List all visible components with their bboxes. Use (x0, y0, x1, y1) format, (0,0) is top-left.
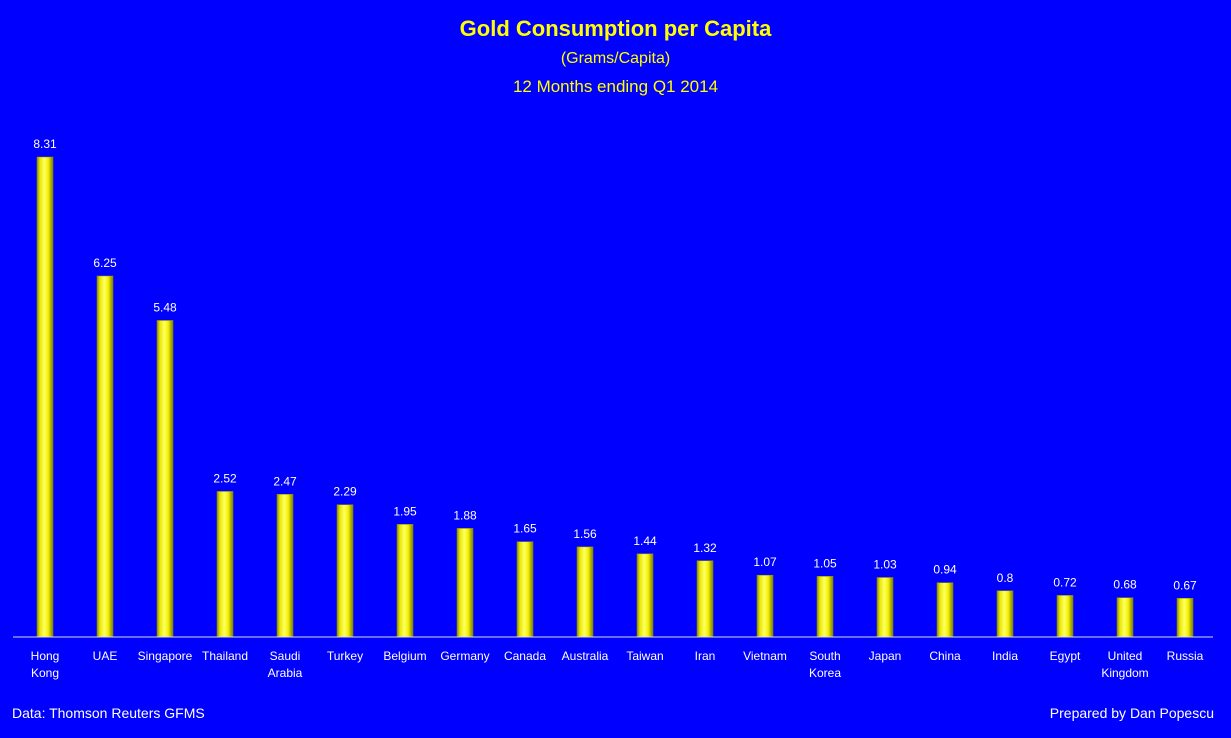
data-label: 0.8 (997, 571, 1014, 585)
category-label: UAE (93, 649, 118, 663)
data-label: 1.07 (753, 555, 777, 569)
data-label: 1.56 (573, 527, 597, 541)
data-label: 1.03 (873, 558, 897, 572)
category-label: Japan (869, 649, 902, 663)
data-label: 2.52 (213, 471, 237, 485)
category-label: Taiwan (626, 649, 663, 663)
data-label: 0.68 (1113, 578, 1137, 592)
bar-china (936, 582, 954, 638)
data-label: 2.47 (273, 474, 297, 488)
chart-title: Gold Consumption per Capita (459, 16, 772, 41)
category-label: United Kingdom (1101, 649, 1148, 680)
data-label: 1.65 (513, 522, 537, 536)
bar-japan (876, 577, 894, 638)
category-label: Hong Kong (31, 649, 60, 680)
category-label: Australia (562, 649, 609, 663)
bar-uae (96, 275, 114, 638)
bar-thailand (216, 491, 234, 638)
bar-canada (516, 541, 534, 638)
category-label: Germany (440, 649, 489, 663)
category-label: Egypt (1050, 649, 1081, 663)
data-label: 0.72 (1053, 575, 1077, 589)
category-label: Vietnam (743, 649, 787, 663)
category-label: Turkey (327, 649, 363, 663)
category-label: Iran (695, 649, 716, 663)
category-label: South Korea (809, 649, 841, 680)
data-label: 8.31 (33, 137, 57, 151)
bar-south-korea (816, 576, 834, 638)
bar-iran (696, 560, 714, 638)
category-label: Saudi Arabia (268, 649, 303, 680)
bar-turkey (336, 504, 354, 638)
data-label: 1.44 (633, 534, 657, 548)
bar-india (996, 590, 1014, 638)
data-label: 1.05 (813, 556, 837, 570)
bar-australia (576, 546, 594, 638)
data-label: 1.32 (693, 541, 717, 555)
category-label: Singapore (138, 649, 193, 663)
chart-subtitle-period: 12 Months ending Q1 2014 (512, 77, 719, 96)
bars-group: 8.31 Hong Kong 6.25 UAE 5.48 Singapore 2.52 Thai… (31, 137, 1204, 680)
category-label: Russia (1167, 649, 1204, 663)
data-label: 6.25 (93, 256, 117, 270)
category-label: China (929, 649, 961, 663)
data-label: 5.48 (153, 300, 177, 314)
category-label: Thailand (202, 649, 248, 663)
bar-saudi-arabia (276, 494, 294, 638)
data-label: 1.88 (453, 508, 477, 522)
data-source: Data: Thomson Reuters GFMS (12, 705, 205, 721)
bar-belgium (396, 524, 414, 638)
category-label: Belgium (383, 649, 426, 663)
chart-subtitle: (Grams/Capita) (560, 50, 671, 67)
category-label: Canada (504, 649, 546, 663)
prepared-by: Prepared by Dan Popescu (1049, 705, 1214, 721)
bar-hong-kong (36, 156, 54, 638)
data-label: 0.67 (1173, 578, 1197, 592)
bar-vietnam (756, 574, 774, 638)
bar-germany (456, 528, 474, 638)
category-label: India (992, 649, 1018, 663)
bar-united-kingdom (1116, 597, 1134, 638)
data-label: 1.95 (393, 504, 417, 518)
data-label: 2.29 (333, 485, 357, 499)
bar-singapore (156, 320, 174, 638)
bar-egypt (1056, 595, 1074, 638)
data-label: 0.94 (933, 563, 957, 577)
bar-taiwan (636, 553, 654, 638)
bar-russia (1176, 598, 1194, 638)
